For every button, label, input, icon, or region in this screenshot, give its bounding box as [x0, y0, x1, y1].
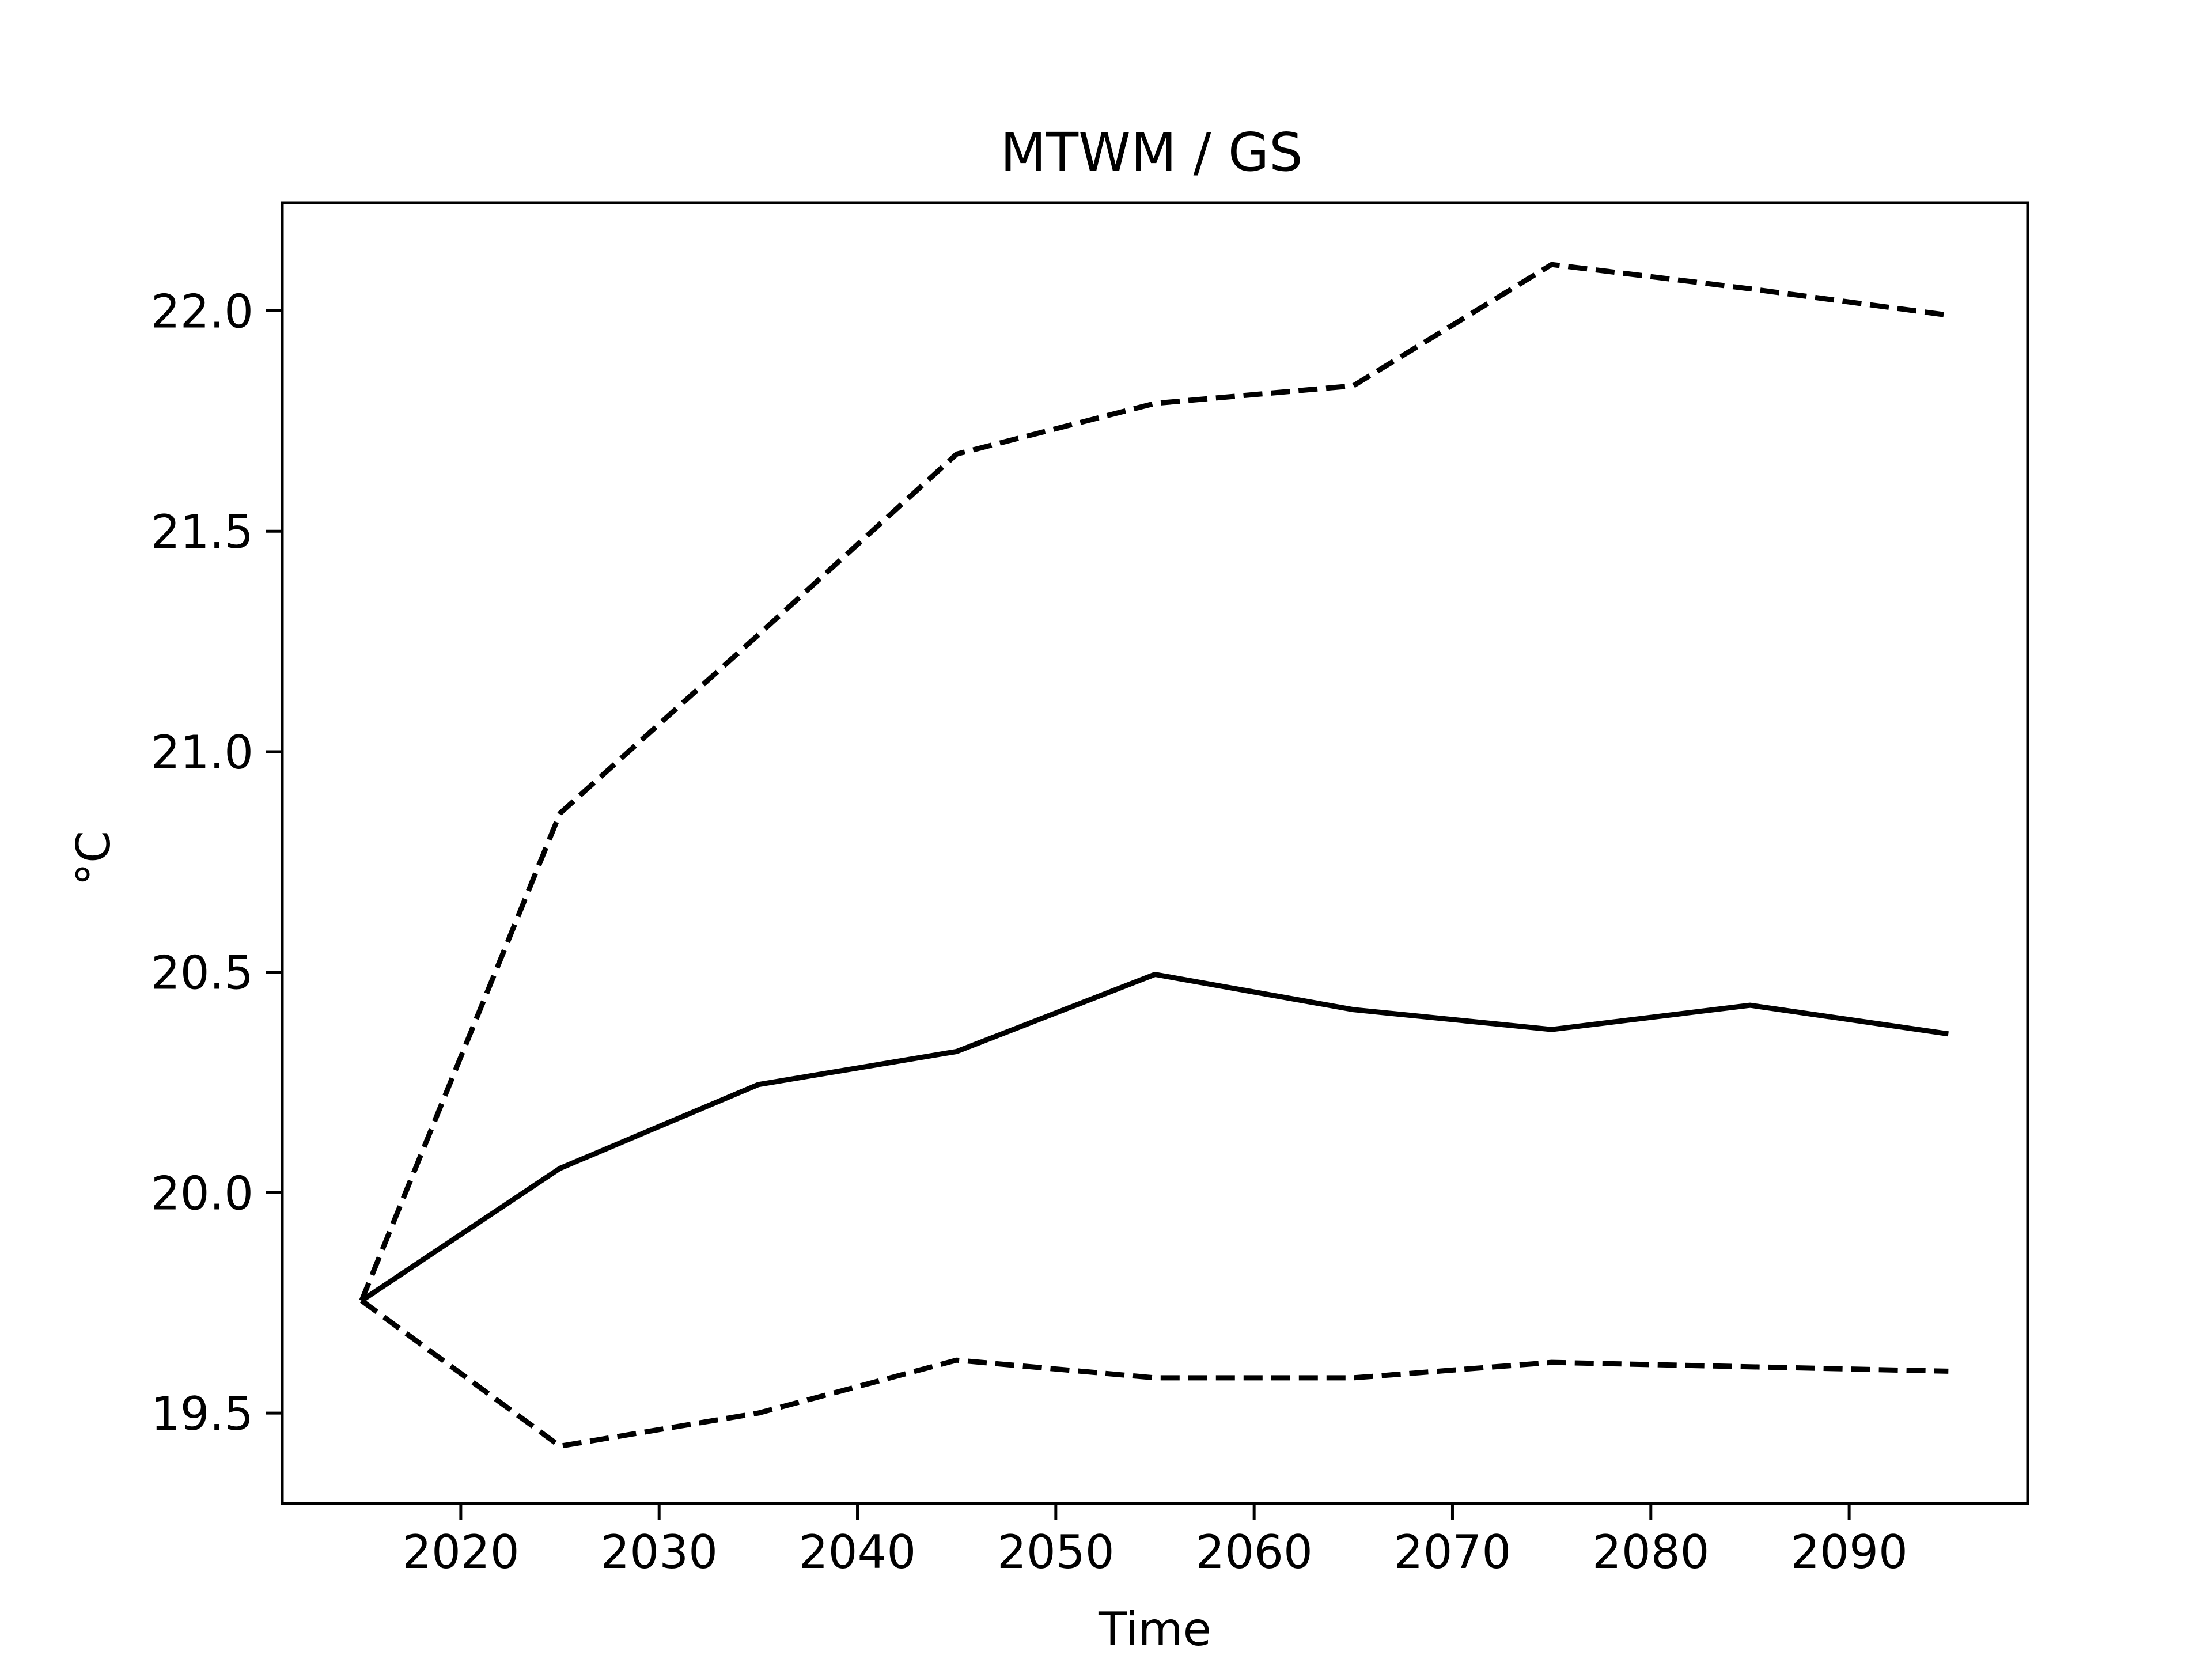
x-tick-label: 2080	[1592, 1525, 1710, 1579]
series-line-3	[360, 1298, 1949, 1449]
y-tick-label: 21.5	[151, 505, 253, 559]
x-tick-label: 2030	[600, 1525, 718, 1579]
x-axis: 2020 2030 2040 2050 2060 2070 2080 2090	[402, 1503, 1908, 1579]
chart-title: MTWM / GS	[1000, 122, 1302, 183]
y-tick-label: 22.0	[151, 285, 253, 339]
plot-frame	[281, 201, 2029, 1505]
x-tick-label: 2090	[1790, 1525, 1908, 1579]
series-line-1	[360, 972, 1949, 1303]
y-tick-label: 20.5	[151, 946, 253, 1000]
series-line-2	[359, 262, 1949, 1302]
x-tick-label: 2060	[1195, 1525, 1313, 1579]
x-tick-label: 2020	[402, 1525, 520, 1579]
x-tick-label: 2040	[799, 1525, 916, 1579]
y-tick-label: 21.0	[151, 726, 253, 779]
x-axis-label: Time	[1098, 1603, 1211, 1656]
x-tick-label: 2050	[997, 1525, 1115, 1579]
y-axis-label: °C	[67, 831, 120, 886]
y-axis: 19.5 20.0 20.5 21.0 21.5 22.0	[151, 285, 282, 1441]
x-tick-label: 2070	[1394, 1525, 1512, 1579]
y-tick-label: 19.5	[151, 1387, 253, 1441]
y-tick-label: 20.0	[151, 1166, 253, 1220]
series-layer	[359, 262, 1949, 1449]
